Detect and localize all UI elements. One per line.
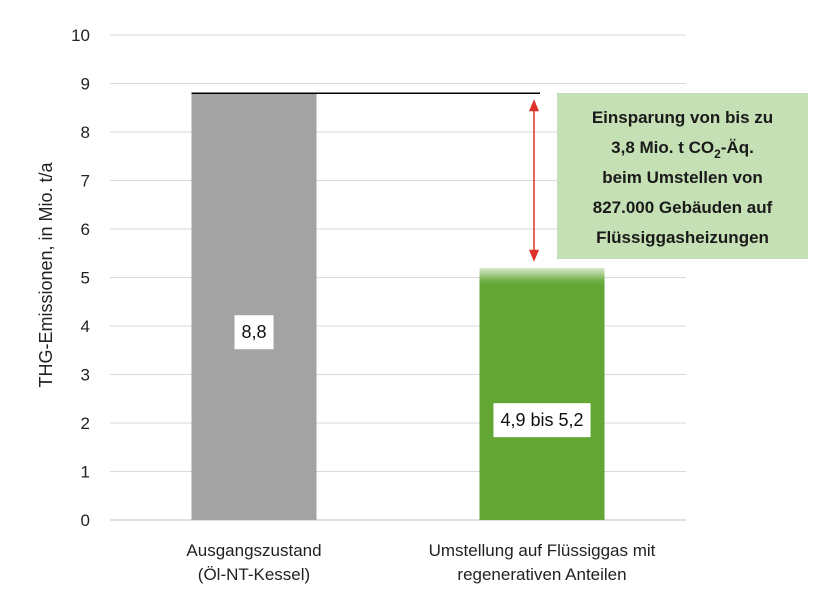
y-tick-label: 3 — [81, 366, 90, 385]
bars: 8,8 4,9 bis 5,2 — [191, 93, 605, 520]
bar-range-segment — [479, 267, 605, 283]
y-tick-label: 10 — [71, 26, 90, 45]
annotation-line: 827.000 Gebäuden auf — [593, 198, 773, 217]
category-label: (Öl-NT-Kessel) — [198, 565, 310, 584]
y-tick-label: 0 — [81, 511, 90, 530]
category-label: Umstellung auf Flüssiggas mit — [429, 541, 656, 560]
annotation-line: Flüssiggasheizungen — [596, 228, 769, 247]
y-tick-label: 4 — [81, 317, 90, 336]
y-axis-ticks: 0 1 2 3 4 5 6 7 8 9 10 — [71, 26, 90, 530]
category-label: Ausgangszustand — [186, 541, 321, 560]
y-tick-label: 1 — [81, 463, 90, 482]
y-tick-label: 8 — [81, 123, 90, 142]
data-label: 8,8 — [241, 322, 266, 342]
arrow-head-down — [529, 249, 539, 262]
category-label: regenerativen Anteilen — [457, 565, 626, 584]
annotation-box — [557, 93, 808, 259]
savings-annotation: Einsparung von bis zu 3,8 Mio. t CO2-Äq. b… — [557, 93, 808, 259]
data-label-box — [493, 403, 591, 438]
category-labels: Ausgangszustand (Öl-NT-Kessel) Umstellung … — [186, 541, 655, 584]
y-axis-label: THG-Emissionen, in Mio. t/a — [36, 161, 56, 387]
y-tick-label: 6 — [81, 220, 90, 239]
data-label: 4,9 bis 5,2 — [500, 410, 583, 430]
arrow-head-up — [529, 99, 539, 112]
annotation-line: Einsparung von bis zu — [592, 108, 773, 127]
bar — [191, 93, 317, 520]
y-tick-label: 5 — [81, 269, 90, 288]
bar — [479, 282, 605, 520]
y-tick-label: 9 — [81, 75, 90, 94]
y-tick-label: 2 — [81, 414, 90, 433]
data-label-box — [234, 315, 274, 350]
annotation-line: beim Umstellen von — [602, 168, 763, 187]
annotation-line: 3,8 Mio. t CO2-Äq. — [611, 138, 754, 161]
reference-line-group — [191, 92, 540, 262]
y-tick-label: 7 — [81, 172, 90, 191]
